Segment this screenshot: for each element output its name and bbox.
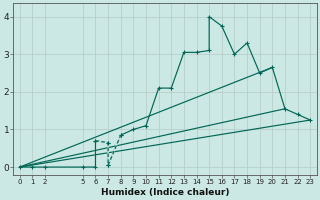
X-axis label: Humidex (Indice chaleur): Humidex (Indice chaleur) <box>101 188 229 197</box>
